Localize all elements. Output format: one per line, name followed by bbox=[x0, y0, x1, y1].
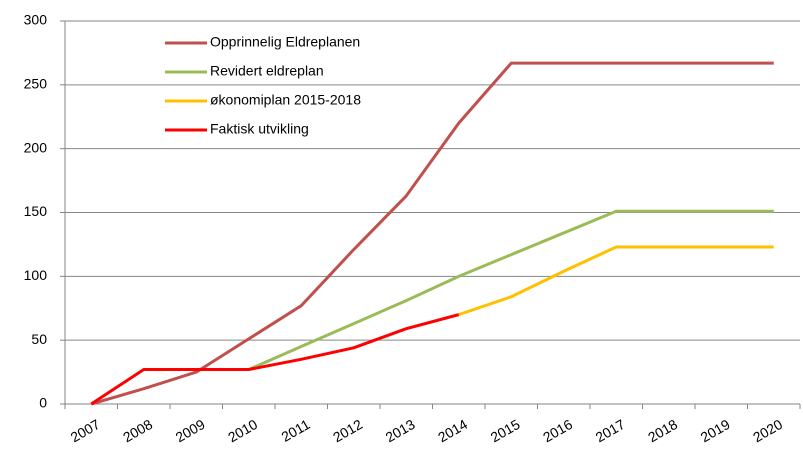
legend-label: økonomiplan 2015-2018 bbox=[210, 92, 361, 108]
series-line bbox=[90, 61, 774, 406]
x-tick-label: 2008 bbox=[120, 416, 155, 446]
y-tick-label: 150 bbox=[24, 203, 48, 219]
x-tick-label: 2020 bbox=[750, 416, 785, 446]
y-tick-label: 250 bbox=[24, 76, 48, 92]
x-tick-label: 2011 bbox=[279, 416, 313, 445]
series-line bbox=[458, 245, 774, 317]
x-tick-label: 2010 bbox=[225, 416, 260, 446]
legend-label: Faktisk utvikling bbox=[210, 121, 309, 137]
y-tick-label: 0 bbox=[39, 395, 47, 411]
y-tick-label: 300 bbox=[24, 12, 48, 28]
y-tick-label: 50 bbox=[31, 331, 47, 347]
series-line bbox=[248, 209, 774, 371]
x-tick-label: 2014 bbox=[435, 416, 470, 446]
series-line bbox=[90, 313, 460, 406]
x-tick-label: 2007 bbox=[68, 416, 103, 446]
x-tick-label: 2015 bbox=[488, 416, 523, 446]
x-tick-label: 2009 bbox=[173, 416, 208, 446]
x-tick-label: 2013 bbox=[383, 416, 418, 446]
x-tick-label: 2012 bbox=[330, 416, 365, 446]
legend-label: Revidert eldreplan bbox=[210, 63, 324, 79]
x-tick-label: 2016 bbox=[540, 416, 575, 446]
x-tick-label: 2018 bbox=[645, 416, 680, 446]
x-tick-label: 2019 bbox=[698, 416, 733, 446]
y-tick-label: 100 bbox=[24, 267, 48, 283]
legend-label: Opprinnelig Eldreplanen bbox=[210, 34, 360, 50]
y-tick-label: 200 bbox=[24, 139, 48, 155]
x-tick-label: 2017 bbox=[593, 416, 628, 446]
